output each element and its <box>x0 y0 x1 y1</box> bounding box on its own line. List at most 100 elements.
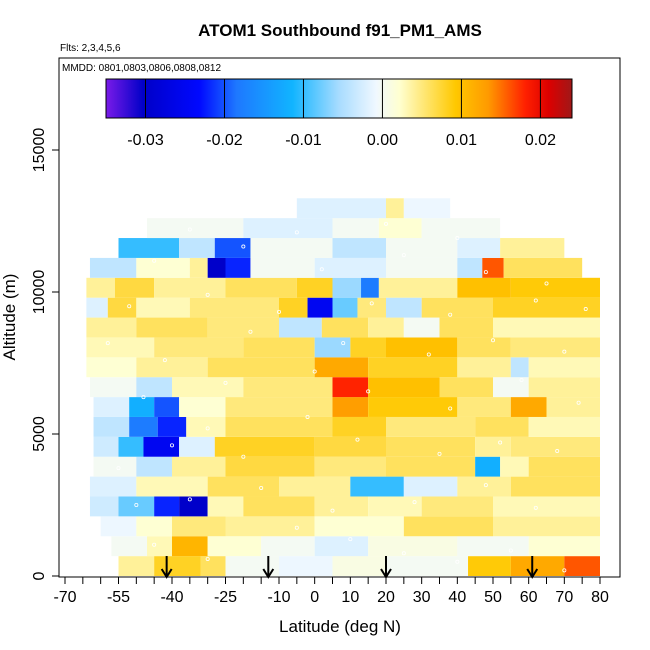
heatmap-cell <box>314 496 369 517</box>
heatmap-cell <box>154 277 226 298</box>
heatmap-cell <box>186 416 226 437</box>
heatmap-cell <box>89 257 137 278</box>
heatmap-cell <box>157 416 187 437</box>
y-tick-label: 15000 <box>31 128 48 173</box>
data-marker <box>187 227 192 232</box>
observation-markers <box>98 221 588 573</box>
data-marker <box>483 270 488 275</box>
heatmap-cell <box>179 496 208 517</box>
heatmap-cell <box>457 257 483 278</box>
heatmap-cell <box>207 496 244 517</box>
data-marker <box>533 505 538 510</box>
data-marker <box>341 341 346 346</box>
heatmap-cell <box>493 516 600 537</box>
heatmap-cell <box>368 377 440 398</box>
heatmap-cell <box>321 317 369 338</box>
heatmap-cell <box>243 337 315 358</box>
heatmap-cell <box>200 556 226 576</box>
data-marker <box>205 426 210 431</box>
heatmap-cell <box>225 516 315 537</box>
heatmap-cell <box>421 297 493 318</box>
x-tick-label: 20 <box>377 589 395 606</box>
heatmap-cell <box>89 476 137 497</box>
heatmap-cell <box>546 397 600 417</box>
data-marker <box>223 380 228 385</box>
heatmap-cell <box>493 317 600 338</box>
heatmap-cell <box>378 277 458 298</box>
heatmap-cell <box>89 496 119 517</box>
heatmap-cell <box>143 436 180 457</box>
data-marker <box>319 267 324 272</box>
data-marker <box>426 352 431 357</box>
heatmap-cell <box>332 277 362 298</box>
heatmap-cell <box>457 337 511 358</box>
heatmap-cell <box>475 436 511 457</box>
data-marker <box>205 292 210 297</box>
heatmap-cell <box>493 297 600 318</box>
heatmap-cell <box>457 536 529 557</box>
x-tick-label: 10 <box>341 589 359 606</box>
heatmap-cell <box>93 436 119 457</box>
data-marker <box>401 551 406 556</box>
data-marker <box>169 443 174 448</box>
data-marker <box>383 221 388 226</box>
dates-label: MMDD: 0801,0803,0806,0808,0812 <box>62 63 221 74</box>
heatmap-cell <box>93 416 130 437</box>
heatmap-cell <box>386 456 476 477</box>
heatmap-cell <box>207 357 315 378</box>
data-marker <box>448 406 453 411</box>
heatmap-cell <box>189 297 279 318</box>
data-marker <box>259 485 264 490</box>
colorbar: -0.03 -0.02 -0.01 0.00 0.01 0.02 <box>105 78 573 149</box>
heatmap-cell <box>350 337 386 358</box>
heatmap-cell <box>510 556 565 576</box>
heatmap-cell <box>439 377 493 398</box>
heatmap-cell <box>250 257 315 278</box>
data-marker <box>105 341 110 346</box>
heatmap-cell <box>332 218 379 239</box>
flights-label: Flts: 2,3,4,5,6 <box>60 43 121 54</box>
heatmap-cell <box>468 556 511 576</box>
heatmap-cell <box>500 238 565 258</box>
heatmap-cell <box>279 317 322 338</box>
heatmap-cell <box>296 198 386 219</box>
heatmap-cell <box>314 436 386 457</box>
x-tick-label: 70 <box>555 589 573 606</box>
heatmap-cell <box>368 536 458 557</box>
heatmap-cell <box>386 297 422 318</box>
heatmap-cell <box>100 516 137 537</box>
heatmap-cell <box>510 337 600 358</box>
x-tick-label: 30 <box>413 589 431 606</box>
heatmap-cell <box>528 357 600 378</box>
data-marker <box>583 307 588 312</box>
data-marker <box>498 440 503 445</box>
heatmap-cell <box>503 257 583 278</box>
heatmap-cell <box>457 476 511 497</box>
data-marker <box>162 358 167 363</box>
heatmap-cell <box>225 397 333 417</box>
data-marker <box>401 253 406 258</box>
heatmap-cell <box>172 536 208 557</box>
data-marker <box>562 568 567 573</box>
data-marker <box>483 483 488 488</box>
data-marker <box>116 466 121 471</box>
heatmap-cell <box>368 357 458 378</box>
heatmap-cell <box>510 397 547 417</box>
chart-title: ATOM1 Southbound f91_PM1_AMS <box>198 21 482 40</box>
x-tick-label: 60 <box>520 589 538 606</box>
x-tick-label: -25 <box>214 589 237 606</box>
heatmap-cell <box>243 218 333 239</box>
y-tick-label: 5000 <box>31 416 48 452</box>
heatmap-cell <box>225 257 251 278</box>
data-marker <box>294 525 299 530</box>
heatmap-cell <box>361 277 379 298</box>
heatmap <box>86 198 600 576</box>
y-axis: 0 5000 10000 15000 <box>31 128 59 580</box>
data-marker <box>412 500 417 505</box>
data-marker <box>248 329 253 334</box>
x-tick-label: 0 <box>310 589 319 606</box>
heatmap-cell <box>421 496 493 517</box>
heatmap-cell <box>225 416 333 437</box>
colorbar-tick-label: -0.03 <box>127 132 164 149</box>
heatmap-cell <box>86 317 137 338</box>
